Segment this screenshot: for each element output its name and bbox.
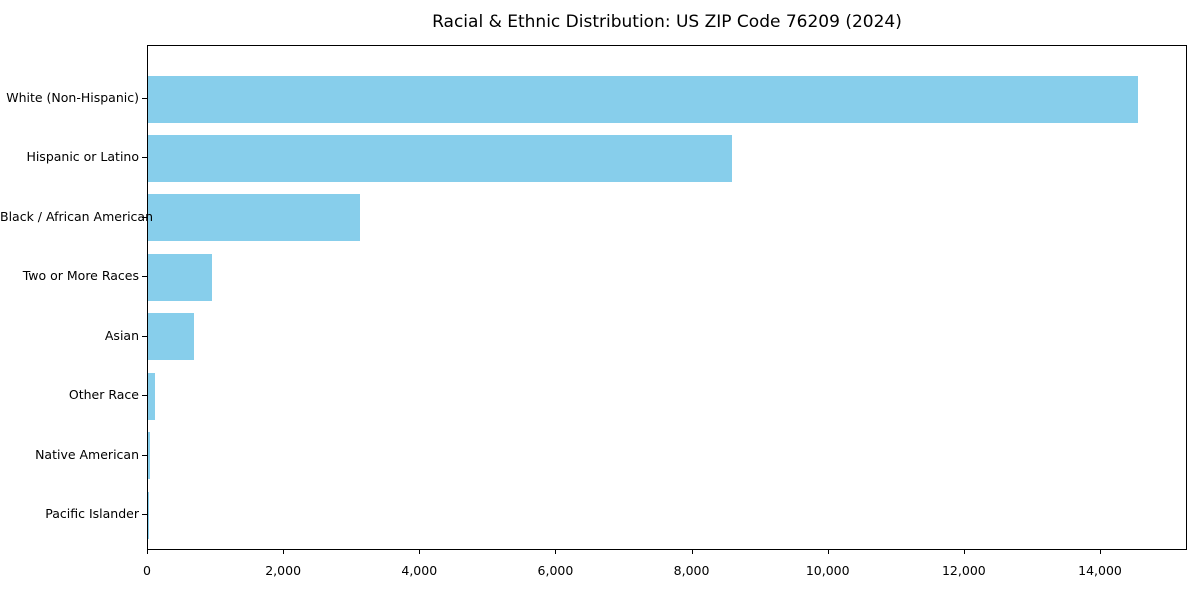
y-tick-mark	[142, 157, 147, 159]
x-tick-label: 0	[143, 563, 151, 578]
x-tick-mark	[1100, 550, 1101, 554]
x-tick-label: 14,000	[1078, 563, 1122, 578]
bar-two-or-more-races	[148, 253, 212, 301]
x-tick-label: 6,000	[537, 563, 574, 578]
y-tick-mark	[142, 276, 147, 278]
x-tick-label: 12,000	[941, 563, 986, 578]
y-axis-label-asian: Asian	[104, 327, 139, 343]
y-axis-label-other-race: Other Race	[68, 387, 139, 403]
x-tick-mark	[419, 550, 421, 554]
bar-white-non-hispanic	[148, 75, 1139, 123]
x-tick-mark	[555, 550, 557, 554]
bar-pacific-islander	[148, 491, 149, 539]
chart-title: Racial & Ethnic Distribution: US ZIP Cod…	[432, 12, 902, 32]
x-tick-mark	[283, 550, 285, 554]
bar-hispanic-or-latino	[148, 134, 733, 182]
y-tick-mark	[142, 395, 147, 397]
x-tick-mark	[147, 550, 148, 554]
x-tick-label: 10,000	[805, 563, 850, 578]
x-tick-label: 8,000	[673, 563, 710, 578]
x-tick-mark	[963, 550, 965, 554]
y-axis-label-native-american: Native American	[35, 446, 139, 462]
y-tick-mark	[142, 454, 147, 456]
y-axis-label-pacific-islander: Pacific Islander	[45, 506, 139, 521]
bar-other-race	[148, 372, 155, 420]
x-tick-mark	[691, 550, 693, 554]
y-axis-label-hispanic-or-latino: Hispanic or Latino	[26, 149, 139, 165]
x-tick-mark	[827, 550, 829, 554]
bar-black-african-american	[148, 194, 360, 242]
y-tick-mark	[142, 98, 147, 99]
bar-asian	[148, 313, 194, 361]
y-axis-label-two-or-more-races: Two or More Races	[22, 268, 139, 284]
y-tick-mark	[142, 335, 147, 337]
x-tick-label: 4,000	[401, 563, 438, 578]
y-tick-mark	[142, 514, 147, 515]
plot-area	[147, 45, 1187, 550]
y-axis-label-white-non-hispanic: White (Non-Hispanic)	[6, 90, 139, 105]
x-tick-label: 2,000	[265, 563, 302, 578]
y-tick-mark	[142, 216, 147, 218]
y-axis-label-black-african-american: Black / African American	[0, 208, 154, 224]
bar-native-american	[148, 432, 150, 480]
